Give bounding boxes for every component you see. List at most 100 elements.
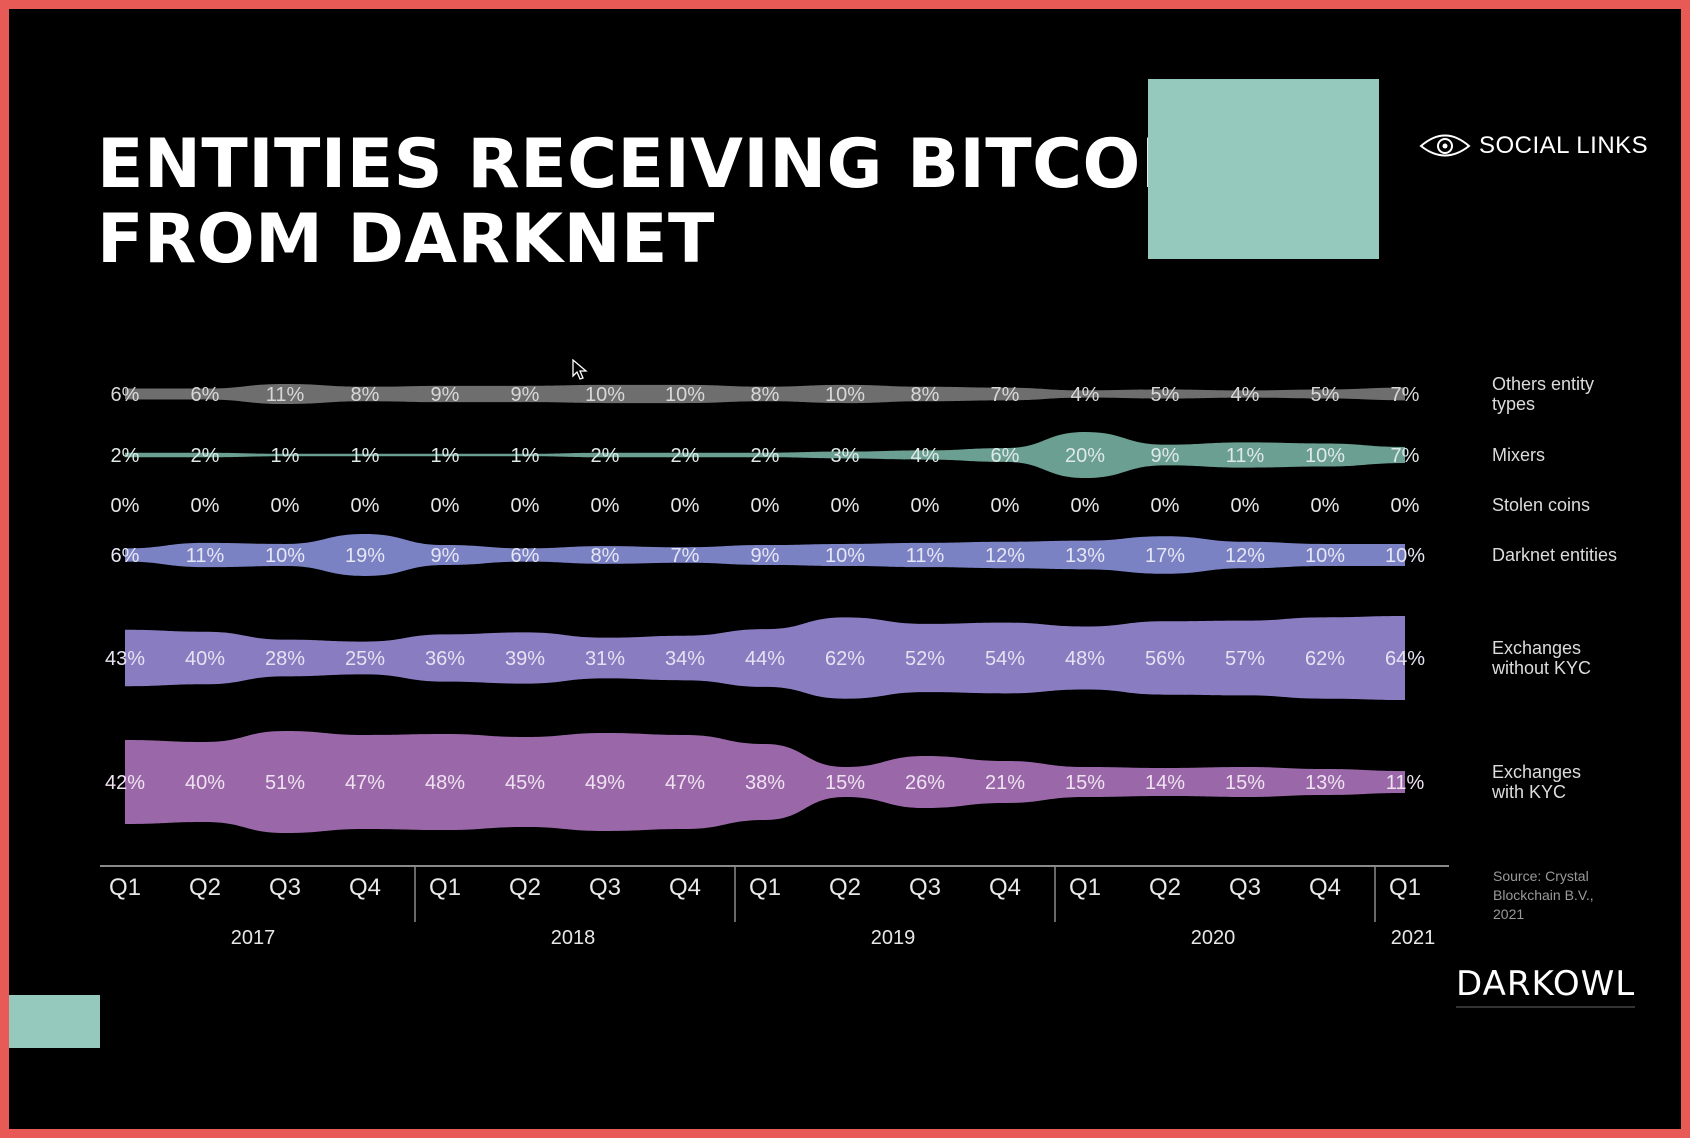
data-label: 40% [185, 648, 225, 670]
data-label: 0% [1391, 495, 1420, 517]
data-label: 10% [1305, 445, 1345, 467]
legend-label: with KYC [1491, 782, 1566, 802]
data-label: 19% [345, 545, 385, 567]
data-label: 10% [265, 545, 305, 567]
data-label: 10% [1305, 545, 1345, 567]
x-tick-label: Q3 [1229, 874, 1261, 901]
data-label: 12% [1225, 545, 1265, 567]
data-label: 0% [751, 495, 780, 517]
legend-label: Others entity [1492, 374, 1594, 394]
data-label: 9% [1151, 445, 1180, 467]
data-label: 2% [671, 445, 700, 467]
x-tick-label: Q4 [1309, 874, 1341, 901]
data-label: 0% [351, 495, 380, 517]
data-label: 1% [431, 445, 460, 467]
data-label: 15% [825, 772, 865, 794]
x-tick-label: Q1 [1389, 874, 1421, 901]
year-label: 2020 [1191, 927, 1236, 949]
legend-label: Exchanges [1492, 638, 1581, 658]
eye-icon [1419, 134, 1471, 157]
data-label: 13% [1305, 772, 1345, 794]
data-label: 52% [905, 648, 945, 670]
x-tick-label: Q3 [269, 874, 301, 901]
data-label: 6% [191, 384, 220, 406]
data-label: 12% [985, 545, 1025, 567]
data-label: 0% [431, 495, 460, 517]
data-label: 10% [585, 384, 625, 406]
data-label: 11% [186, 545, 225, 567]
data-label: 4% [911, 445, 940, 467]
data-label: 31% [585, 648, 625, 670]
legend-label: Mixers [1492, 445, 1545, 465]
data-label: 9% [431, 384, 460, 406]
data-label: 17% [1145, 545, 1185, 567]
year-label: 2018 [551, 927, 596, 949]
data-label: 0% [1311, 495, 1340, 517]
data-label: 0% [991, 495, 1020, 517]
data-label: 7% [1391, 384, 1420, 406]
data-label: 6% [511, 545, 540, 567]
data-label: 0% [511, 495, 540, 517]
data-label: 25% [345, 648, 385, 670]
legend-label: types [1492, 394, 1535, 414]
data-label: 51% [265, 772, 305, 794]
year-label: 2021 [1391, 927, 1436, 949]
data-label: 48% [1065, 648, 1105, 670]
data-label: 15% [1065, 772, 1105, 794]
band-5 [125, 731, 1405, 833]
data-label: 6% [111, 545, 140, 567]
x-tick-label: Q1 [749, 874, 781, 901]
data-label: 2% [591, 445, 620, 467]
data-label: 0% [271, 495, 300, 517]
data-label: 48% [425, 772, 465, 794]
year-label: 2017 [231, 927, 276, 949]
x-tick-label: Q3 [589, 874, 621, 901]
data-label: 8% [591, 545, 620, 567]
data-label: 39% [505, 648, 545, 670]
data-label: 0% [591, 495, 620, 517]
data-label: 44% [745, 648, 785, 670]
band-3 [125, 534, 1405, 576]
data-label: 20% [1065, 445, 1105, 467]
data-label: 0% [831, 495, 860, 517]
data-label: 6% [991, 445, 1020, 467]
data-label: 10% [1385, 545, 1425, 567]
data-label: 3% [831, 445, 860, 467]
data-label: 36% [425, 648, 465, 670]
data-label: 43% [105, 648, 145, 670]
title-line-1: ENTITIES RECEIVING BITCOIN [97, 125, 1225, 204]
data-label: 56% [1145, 648, 1185, 670]
data-label: 11% [1226, 445, 1265, 467]
band-4 [125, 616, 1405, 700]
x-tick-label: Q4 [989, 874, 1021, 901]
slide: ENTITIES RECEIVING BITCOIN FROM DARKNET … [9, 9, 1681, 1129]
data-label: 11% [1386, 772, 1425, 794]
source-note: Source: Crystal Blockchain B.V., 2021 [1493, 868, 1594, 922]
data-label: 1% [511, 445, 540, 467]
data-label: 9% [751, 545, 780, 567]
year-label: 2019 [871, 927, 916, 949]
data-label: 38% [745, 772, 785, 794]
data-label: 1% [271, 445, 300, 467]
data-label: 4% [1231, 384, 1260, 406]
x-tick-label: Q2 [1149, 874, 1181, 901]
x-tick-label: Q1 [1069, 874, 1101, 901]
data-label: 47% [345, 772, 385, 794]
x-tick-label: Q4 [349, 874, 381, 901]
data-label: 0% [911, 495, 940, 517]
x-tick-label: Q3 [909, 874, 941, 901]
legend-label: without KYC [1491, 658, 1591, 678]
x-tick-label: Q2 [509, 874, 541, 901]
legend-label: Darknet entities [1492, 545, 1617, 565]
data-label: 0% [671, 495, 700, 517]
data-label: 28% [265, 648, 305, 670]
data-label: 0% [1151, 495, 1180, 517]
band-1 [125, 432, 1405, 478]
x-tick-label: Q2 [829, 874, 861, 901]
data-label: 10% [665, 384, 705, 406]
data-label: 8% [351, 384, 380, 406]
data-label: 2% [111, 445, 140, 467]
data-label: 11% [906, 545, 945, 567]
data-label: 42% [105, 772, 145, 794]
data-label: 9% [511, 384, 540, 406]
